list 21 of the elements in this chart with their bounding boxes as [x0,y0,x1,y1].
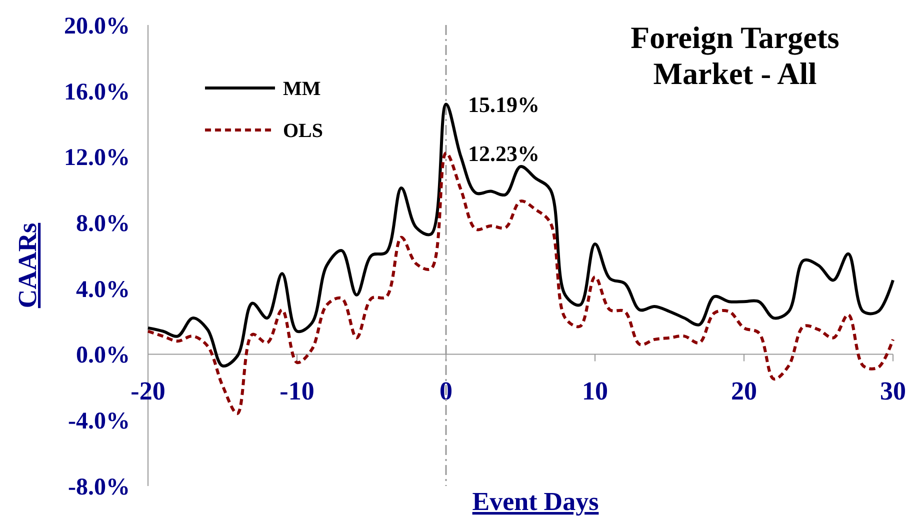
x-tick-label: 10 [582,376,608,406]
legend-label: OLS [283,120,324,142]
x-tick-label: 30 [880,376,906,406]
x-axis-title: Event Days [472,487,599,516]
x-tick-label: 20 [731,376,757,406]
y-tick-label: -8.0% [68,474,130,500]
legend-label: MM [283,78,321,100]
y-axis-title: CAARs [13,222,42,308]
y-tick-label: 4.0% [76,276,130,303]
x-tick-label: -20 [130,376,166,406]
y-tick-label: 20.0% [64,13,130,40]
y-tick-label: 16.0% [64,79,130,106]
chart-title: Foreign Targets Market - All [630,20,840,91]
x-tick-label: 0 [440,376,452,406]
y-tick-label: 12.0% [64,145,130,172]
x-tick-label: -10 [280,376,314,406]
y-tick-label: -4.0% [68,408,130,435]
annotation: 15.19% [468,92,540,118]
y-tick-label: 8.0% [76,210,130,237]
y-tick-label: 0.0% [76,342,130,369]
annotation: 12.23% [468,140,540,166]
